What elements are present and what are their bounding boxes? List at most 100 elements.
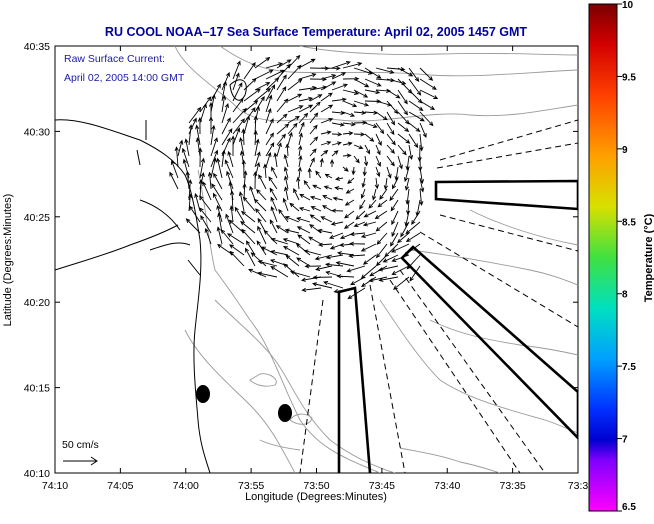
raw-surface-current-label: Raw Surface Current: bbox=[64, 53, 165, 65]
current-vector bbox=[408, 111, 425, 122]
current-vector bbox=[276, 59, 292, 69]
current-vector bbox=[265, 84, 276, 102]
current-vector bbox=[320, 104, 334, 113]
current-vector bbox=[276, 123, 290, 135]
current-vector bbox=[378, 276, 399, 282]
x-tick-label: 73:40 bbox=[434, 480, 460, 492]
current-vector bbox=[390, 243, 410, 253]
current-vector bbox=[210, 94, 216, 113]
current-vector bbox=[323, 185, 333, 190]
y-axis: 40:35 40:30 40:25 40:20 40:15 40:10 bbox=[24, 41, 578, 480]
current-vector bbox=[403, 166, 410, 183]
current-vector bbox=[287, 122, 298, 135]
current-vector bbox=[408, 78, 422, 96]
current-vector bbox=[275, 225, 289, 234]
current-vector bbox=[353, 155, 360, 164]
current-vector bbox=[397, 67, 414, 77]
current-vector bbox=[375, 243, 388, 259]
current-vector bbox=[342, 122, 356, 127]
current-vector bbox=[353, 78, 370, 88]
current-vector bbox=[353, 144, 364, 150]
current-vector bbox=[331, 60, 351, 69]
current-vector bbox=[363, 210, 377, 218]
current-vector bbox=[268, 176, 278, 190]
current-vector bbox=[221, 128, 233, 146]
current-vector bbox=[243, 100, 259, 113]
current-vector bbox=[229, 190, 235, 212]
current-vector bbox=[232, 118, 245, 135]
current-vector bbox=[330, 221, 344, 226]
current-vector bbox=[411, 210, 421, 225]
current-vector bbox=[353, 89, 369, 98]
current-vector bbox=[315, 265, 333, 271]
current-vector bbox=[207, 171, 213, 190]
y-tick-label: 40:15 bbox=[24, 383, 50, 395]
current-vector bbox=[342, 89, 360, 95]
current-vector bbox=[283, 153, 289, 168]
current-vector bbox=[309, 101, 321, 113]
current-vector bbox=[220, 229, 234, 245]
current-vector bbox=[216, 204, 223, 223]
current-vector bbox=[322, 195, 333, 201]
current-vector bbox=[310, 206, 322, 212]
current-vector bbox=[240, 210, 256, 223]
colorbar bbox=[588, 3, 618, 512]
current-vector bbox=[309, 224, 322, 234]
current-vector bbox=[249, 185, 256, 201]
current-vector bbox=[331, 208, 344, 213]
current-vector bbox=[374, 177, 380, 190]
current-vector bbox=[317, 228, 333, 234]
current-vector bbox=[319, 157, 324, 168]
current-vector bbox=[377, 265, 399, 272]
x-tick-label: 73:55 bbox=[238, 480, 264, 492]
buoy-marker bbox=[196, 385, 210, 403]
x-tick-label: 74:10 bbox=[42, 480, 68, 492]
current-vector bbox=[408, 67, 420, 83]
current-vector bbox=[232, 127, 241, 146]
current-vector bbox=[240, 220, 256, 234]
current-vector bbox=[419, 122, 427, 139]
current-vector bbox=[353, 67, 373, 75]
current-vector bbox=[359, 199, 366, 210]
current-vector bbox=[364, 78, 382, 87]
current-vector bbox=[309, 94, 323, 102]
current-vector bbox=[254, 69, 274, 80]
current-vector bbox=[353, 120, 368, 125]
current-vector bbox=[221, 117, 231, 135]
current-vector bbox=[375, 122, 385, 135]
current-vector bbox=[197, 116, 203, 135]
current-vector bbox=[204, 227, 212, 245]
current-vector bbox=[265, 77, 280, 91]
current-vector bbox=[320, 81, 337, 91]
current-vector bbox=[227, 233, 245, 245]
current-vector bbox=[265, 94, 273, 113]
current-vector bbox=[185, 170, 190, 190]
current-vector bbox=[386, 122, 395, 136]
current-vector bbox=[350, 276, 366, 286]
current-vector bbox=[322, 205, 333, 212]
current-vector bbox=[386, 100, 399, 115]
colorbar-tick-label: 7 bbox=[622, 435, 628, 446]
current-vector bbox=[342, 141, 353, 146]
current-vector bbox=[353, 132, 366, 137]
current-vector bbox=[408, 100, 424, 111]
current-vector bbox=[397, 122, 410, 132]
current-vector bbox=[362, 254, 377, 265]
current-vector bbox=[375, 144, 381, 156]
current-vector bbox=[255, 208, 267, 223]
current-vector bbox=[344, 199, 355, 206]
current-vector bbox=[419, 67, 434, 81]
current-vector bbox=[254, 138, 260, 157]
current-vector bbox=[243, 115, 251, 135]
current-vector bbox=[383, 177, 388, 191]
scale-arrow bbox=[63, 456, 98, 466]
y-tick-label: 40:25 bbox=[24, 212, 50, 224]
current-vector bbox=[309, 148, 317, 157]
current-vector bbox=[245, 240, 256, 256]
colorbar-tick-label: 9.5 bbox=[622, 72, 636, 83]
current-vector bbox=[349, 241, 366, 246]
current-vector bbox=[298, 58, 316, 69]
current-vector bbox=[375, 166, 381, 178]
current-vector bbox=[273, 152, 278, 168]
current-vector bbox=[329, 232, 344, 239]
